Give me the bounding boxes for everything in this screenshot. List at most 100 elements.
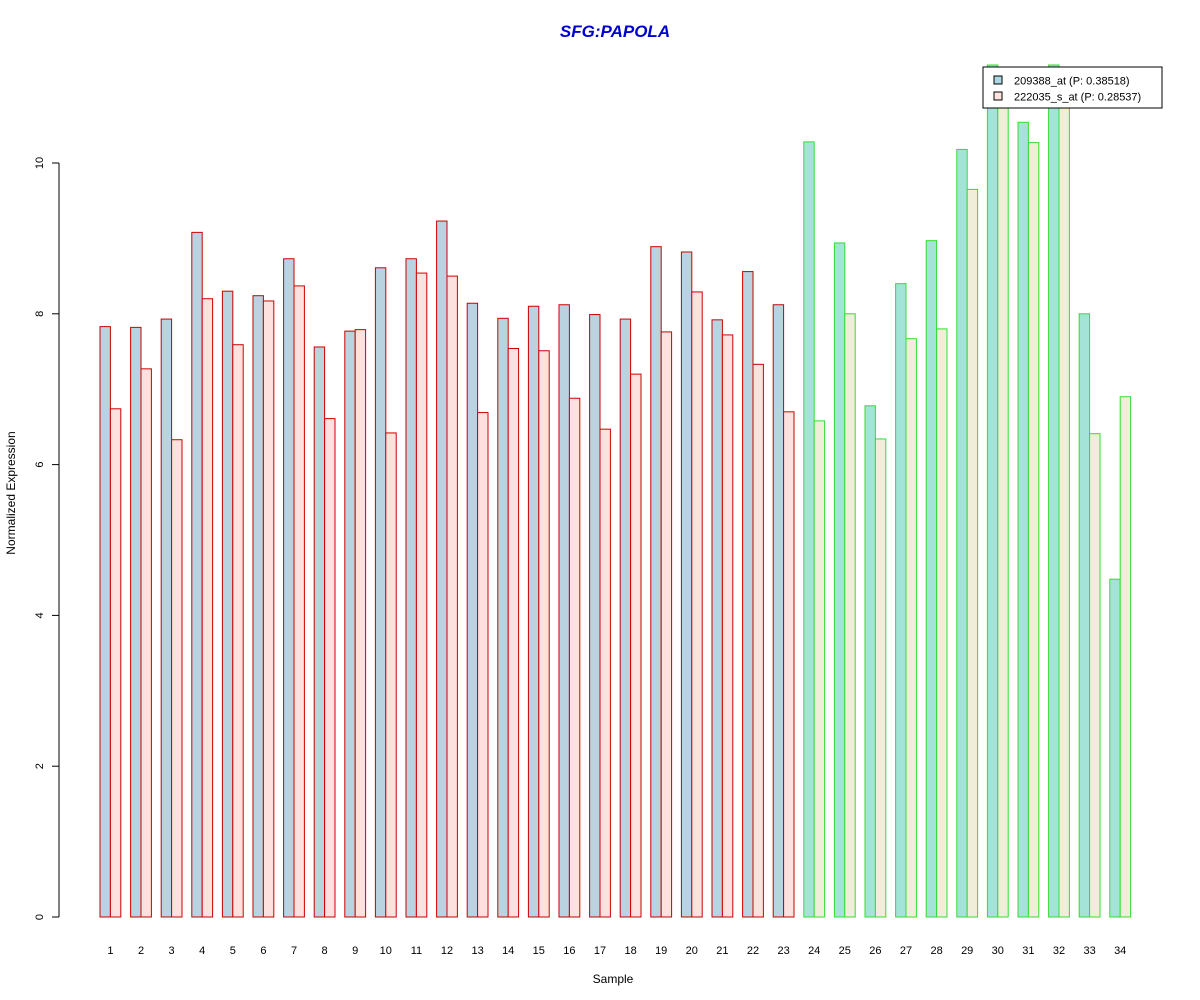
legend-swatch-209388-at [993,75,1003,85]
y-tick-label: 0 [34,914,46,920]
x-tick-label-23: 23 [777,945,789,957]
y-tick-label: 8 [34,311,46,317]
y-axis: 0 2 4 6 8 10 [34,157,60,920]
bar-sample-2-series-2 [140,368,152,918]
x-tick-label-25: 25 [839,945,851,957]
x-tick-label-30: 30 [992,945,1004,957]
bar-sample-24-series-1 [803,141,815,918]
bar-sample-18-series-1 [619,318,632,918]
bar-sample-14-series-1 [497,317,509,918]
bar-sample-21-series-2 [721,334,734,918]
bar-sample-13-series-1 [466,302,479,918]
bar-sample-4-series-1 [191,231,203,918]
bar-sample-7-series-1 [283,258,295,918]
bar-sample-9-series-1 [344,330,356,918]
bar-sample-15-series-2 [538,350,550,918]
bar-sample-13-series-2 [477,412,489,918]
x-tick-label-15: 15 [533,945,545,957]
y-tick-label: 4 [34,612,46,618]
x-tick-label-20: 20 [686,945,698,957]
x-tick-label-21: 21 [716,945,728,957]
bar-sample-20-series-2 [691,291,703,918]
x-tick-label-6: 6 [260,945,266,957]
bar-sample-32-series-1 [1048,64,1060,918]
x-tick-label-7: 7 [291,945,297,957]
bar-sample-14-series-2 [507,347,520,918]
bar-sample-7-series-2 [293,285,305,918]
x-tick-label-2: 2 [138,945,144,957]
bar-sample-33-series-1 [1078,313,1091,918]
x-tick-label-12: 12 [441,945,453,957]
x-tick-label-4: 4 [199,945,205,957]
bar-sample-29-series-2 [966,188,979,918]
x-tick-label-10: 10 [380,945,392,957]
bar-sample-8-series-1 [313,346,326,918]
chart-title: SFG:PAPOLA [560,22,670,41]
bar-sample-34-series-2 [1119,396,1132,918]
bar-sample-33-series-2 [1089,433,1101,918]
legend-swatch-222035-s-at [993,91,1003,101]
bar-sample-27-series-1 [895,283,907,918]
x-tick-labels: 1 2 3 4 5 6 7 8 9 10 11 12 13 14 15 16 17 18 19 20 21 22 23 24 2… [107,945,1126,957]
bar-sample-16-series-2 [568,397,581,918]
x-tick-label-17: 17 [594,945,606,957]
bar-sample-4-series-2 [201,298,214,918]
x-tick-label-29: 29 [961,945,973,957]
x-axis-label: Sample [593,972,634,986]
x-tick-label-18: 18 [624,945,636,957]
bar-sample-26-series-1 [864,405,876,918]
bar-sample-26-series-2 [874,438,887,918]
x-tick-label-14: 14 [502,945,514,957]
legend: 209388_at (P: 0.38518) 222035_s_at (P: 0… [982,66,1163,109]
bar-sample-17-series-1 [589,314,601,918]
bar-sample-25-series-2 [844,313,856,918]
x-tick-label-24: 24 [808,945,820,957]
bar-sample-5-series-2 [232,344,244,918]
bar-sample-24-series-2 [813,420,826,918]
legend-label-209388-at: 209388_at (P: 0.38518) [1014,76,1130,88]
x-tick-label-22: 22 [747,945,759,957]
legend-box [982,66,1163,109]
x-tick-label-3: 3 [169,945,175,957]
bar-sample-18-series-2 [630,373,642,918]
bar-sample-28-series-2 [936,328,948,918]
bar-sample-3-series-1 [160,318,173,918]
bar-sample-6-series-2 [262,300,275,918]
bar-sample-32-series-2 [1058,87,1070,918]
y-tick-label: 6 [34,462,46,468]
bar-sample-20-series-1 [680,251,693,918]
bar-sample-12-series-1 [436,220,448,918]
bar-sample-31-series-1 [1017,121,1029,918]
y-tick-label: 2 [34,763,46,769]
x-tick-label-33: 33 [1083,945,1095,957]
bar-sample-17-series-2 [599,428,611,918]
bar-sample-25-series-1 [833,242,846,918]
bar-sample-16-series-1 [558,304,570,918]
x-tick-label-27: 27 [900,945,912,957]
bar-sample-1-series-2 [109,408,122,918]
x-tick-label-31: 31 [1022,945,1034,957]
bar-sample-28-series-1 [925,240,938,918]
x-tick-label-13: 13 [471,945,483,957]
bar-sample-31-series-2 [1027,142,1040,918]
bar-sample-10-series-1 [374,267,387,918]
bar-sample-2-series-1 [130,326,142,918]
y-tick-label: 10 [34,157,46,169]
bar-sample-11-series-2 [415,272,428,918]
bar-sample-23-series-2 [783,411,795,918]
legend-label-222035-s-at: 222035_s_at (P: 0.28537) [1014,92,1141,104]
bar-sample-8-series-2 [324,418,336,918]
bar-sample-1-series-1 [99,326,111,918]
x-tick-label-16: 16 [563,945,575,957]
bar-sample-19-series-2 [660,331,673,918]
x-tick-label-34: 34 [1114,945,1126,957]
x-tick-label-26: 26 [869,945,881,957]
x-tick-label-5: 5 [230,945,236,957]
bar-sample-29-series-1 [956,148,968,918]
x-tick-label-28: 28 [930,945,942,957]
bar-sample-6-series-1 [252,295,264,918]
x-tick-label-32: 32 [1053,945,1065,957]
bar-sample-27-series-2 [905,338,917,918]
bar-sample-5-series-1 [221,290,234,918]
